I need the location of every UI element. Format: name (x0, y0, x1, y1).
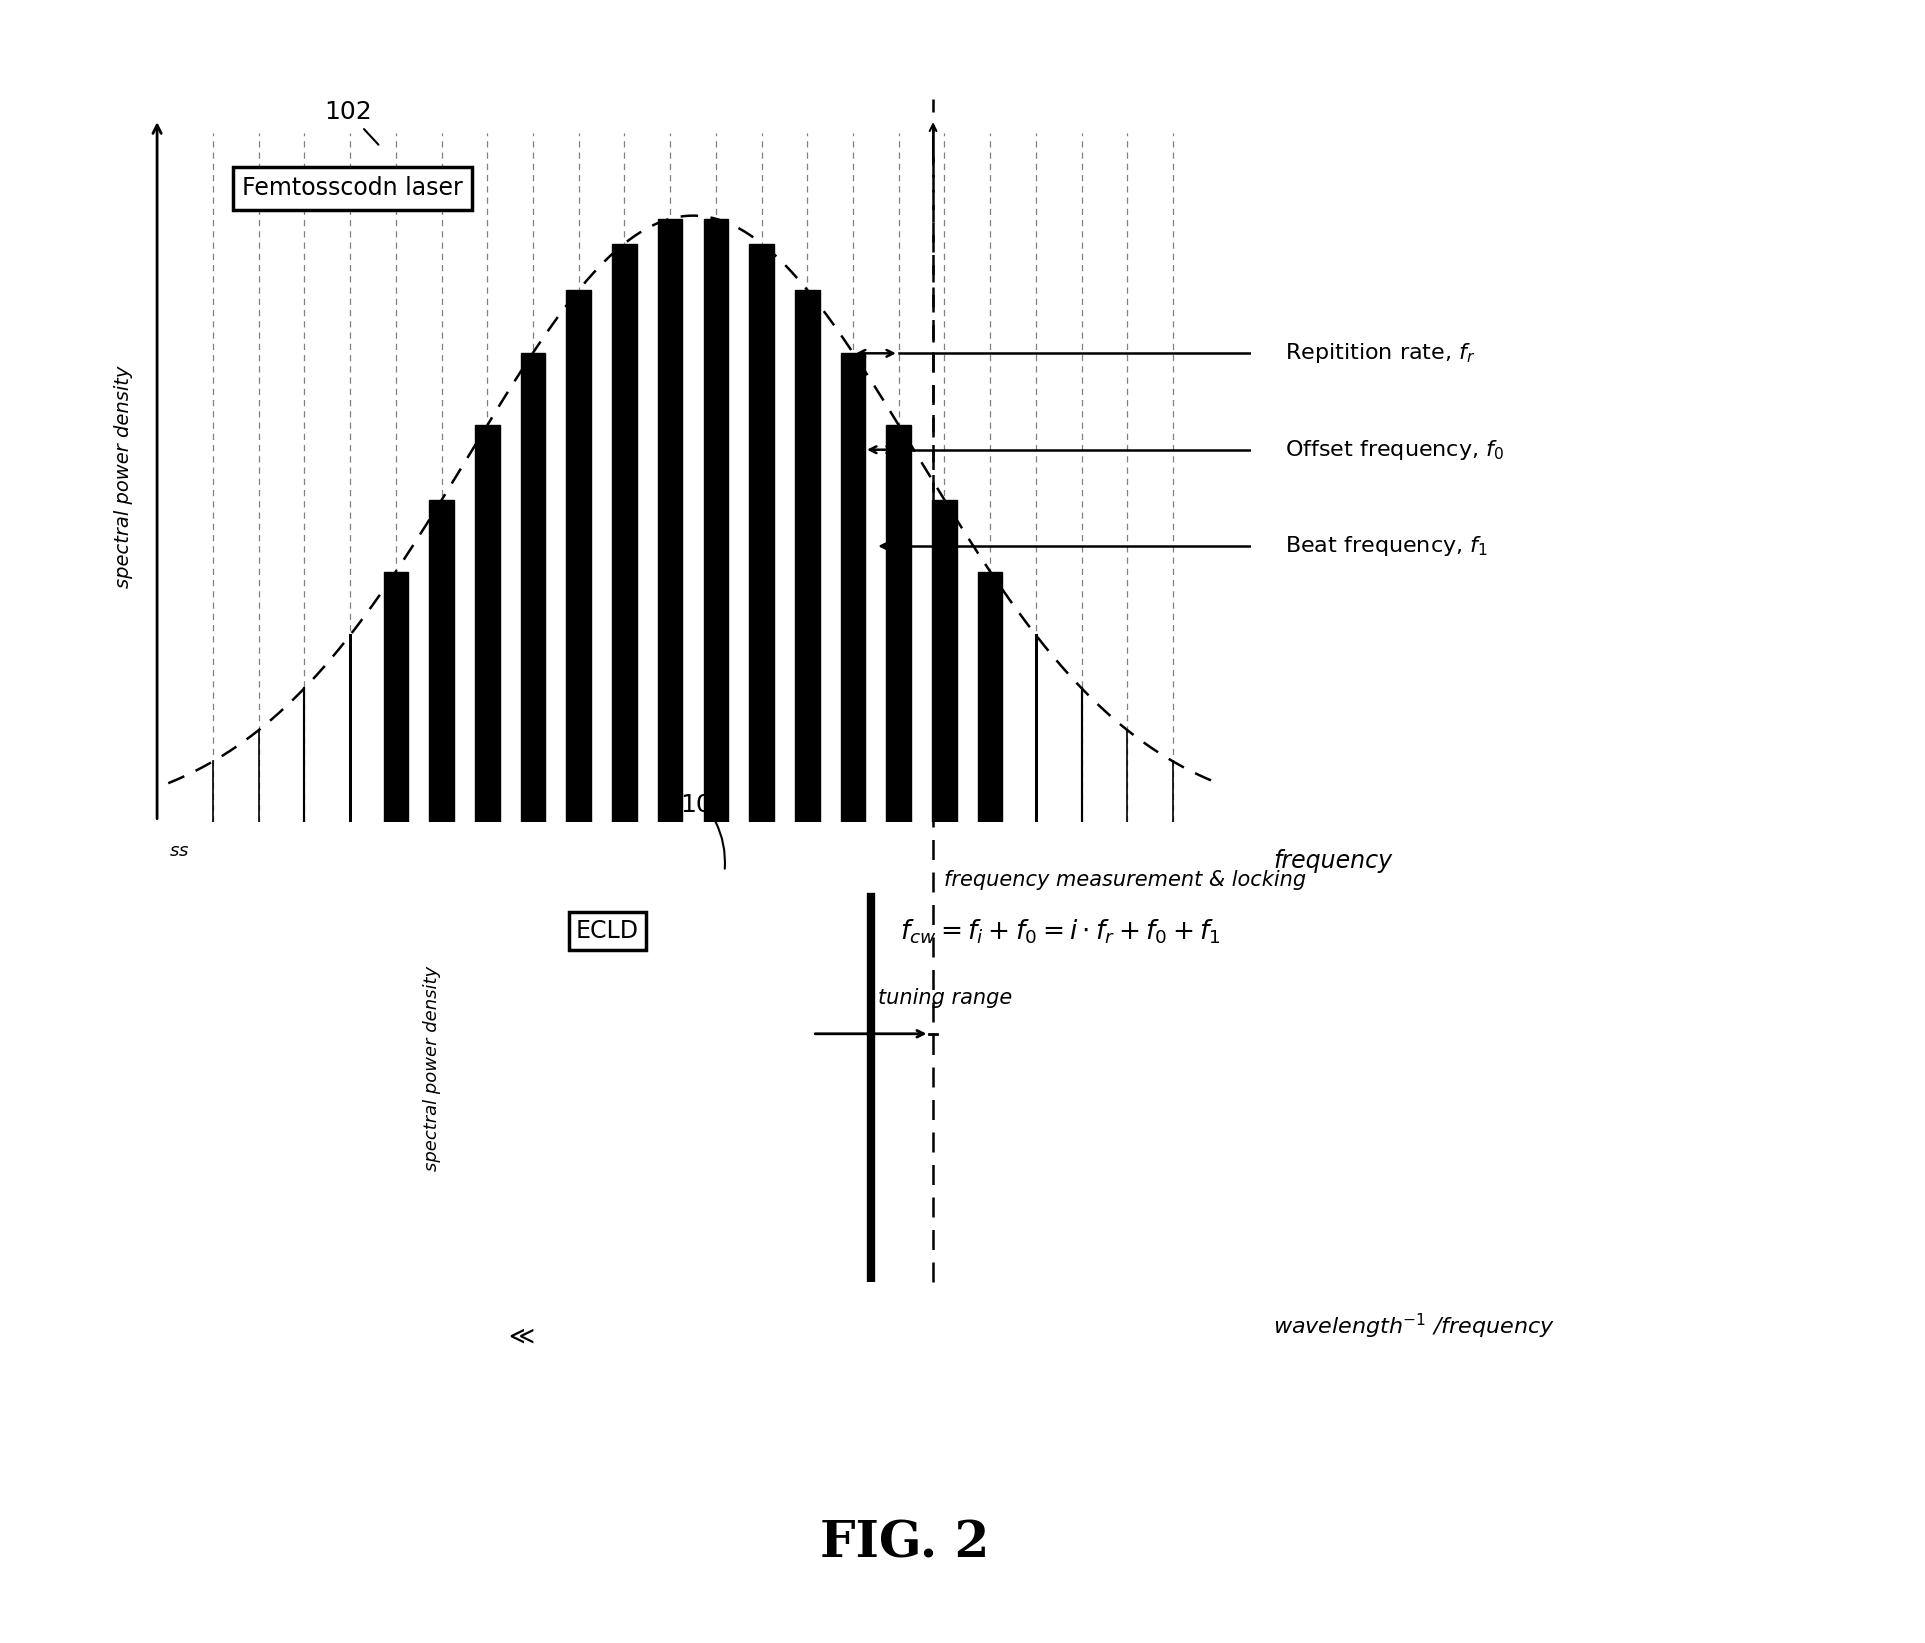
Bar (795, 291, 820, 822)
Bar (841, 353, 866, 822)
Text: $\mathit{ss}$: $\mathit{ss}$ (169, 843, 189, 861)
Text: wavelength$^{-1}$ /frequency: wavelength$^{-1}$ /frequency (1272, 1311, 1555, 1341)
Bar (612, 243, 637, 822)
Bar (932, 499, 957, 822)
Text: spectral power density: spectral power density (424, 966, 441, 1170)
Text: FIG. 2: FIG. 2 (820, 1520, 989, 1569)
Bar (887, 426, 911, 822)
Text: 102: 102 (325, 100, 379, 145)
Text: tuning range: tuning range (878, 987, 1013, 1009)
Bar (749, 243, 774, 822)
Bar (978, 572, 1003, 822)
Text: Beat frequency, $\mathbf{\mathit{f_1}}$: Beat frequency, $\mathbf{\mathit{f_1}}$ (1284, 534, 1488, 559)
Bar (658, 219, 683, 822)
Text: Femtosscodn laser: Femtosscodn laser (243, 176, 462, 200)
Text: ECLD: ECLD (576, 918, 639, 943)
Text: frequency measurement & locking: frequency measurement & locking (943, 869, 1307, 891)
Bar (429, 499, 454, 822)
Bar (475, 426, 499, 822)
Bar (520, 353, 545, 822)
Text: $\ll$: $\ll$ (504, 1324, 535, 1349)
Text: frequency: frequency (1274, 849, 1392, 872)
Text: $\mathit{f_{cw}=f_i+f_0=i\cdot f_r+f_0+f_1}$: $\mathit{f_{cw}=f_i+f_0=i\cdot f_r+f_0+f… (901, 917, 1220, 945)
Bar (383, 572, 408, 822)
Bar (566, 291, 591, 822)
Text: 101: 101 (681, 792, 728, 869)
Text: Repitition rate, $\mathbf{\mathit{f_r}}$: Repitition rate, $\mathbf{\mathit{f_r}}$ (1284, 342, 1475, 365)
Text: Offset frequency, $\mathbf{\mathit{f_0}}$: Offset frequency, $\mathbf{\mathit{f_0}}… (1284, 437, 1503, 462)
Text: spectral power density: spectral power density (114, 366, 133, 588)
Bar (703, 219, 728, 822)
